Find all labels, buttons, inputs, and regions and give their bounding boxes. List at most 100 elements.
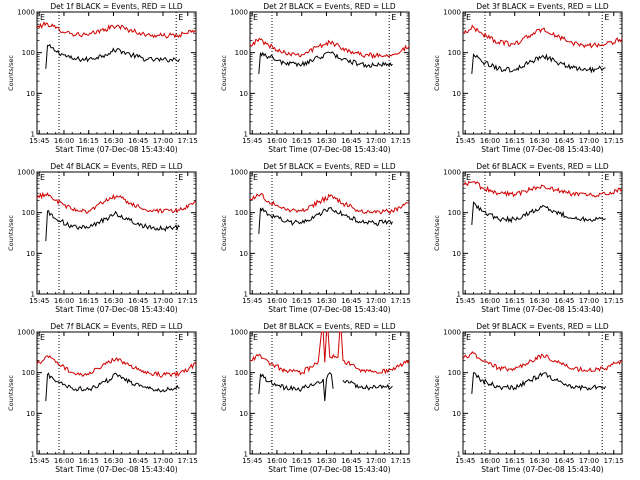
- x-tick-label: 16:30: [529, 297, 549, 305]
- x-tick-label: 17:00: [579, 297, 599, 305]
- x-tick-label: 16:15: [505, 457, 525, 465]
- event-marker-label: E: [178, 173, 183, 182]
- lld-series-line: [249, 37, 410, 60]
- x-tick-label: 16:15: [292, 137, 312, 145]
- events-series-line: [471, 53, 606, 74]
- x-tick-label: 17:15: [178, 137, 198, 145]
- x-tick-label: 15:45: [242, 457, 262, 465]
- x-tick-label: 16:45: [554, 457, 574, 465]
- plot-frame: [36, 171, 197, 295]
- plot-frame: [249, 331, 410, 455]
- plot-panel-det-5f: Det 5f BLACK = Events, RED = LLD E E 15:45 1…: [213, 160, 426, 320]
- x-tick-label: 17:15: [604, 457, 624, 465]
- x-tick-label: 16:00: [267, 297, 287, 305]
- x-tick-label: 15:45: [455, 137, 475, 145]
- x-tick-label: 15:45: [455, 297, 475, 305]
- x-axis-label: Start Time (07-Dec-08 15:43:40): [55, 145, 177, 154]
- lld-series-line: [462, 180, 623, 198]
- y-tick-label: 10: [26, 410, 35, 418]
- panel-title: Det 3f BLACK = Events, RED = LLD: [476, 2, 609, 11]
- lld-series-line: [249, 331, 410, 376]
- x-tick-label: 16:15: [505, 137, 525, 145]
- x-tick-label: 16:15: [79, 297, 99, 305]
- x-tick-label: 17:15: [391, 457, 411, 465]
- plot-panel-det-8f: Det 8f BLACK = Events, RED = LLD E E 15:45 1…: [213, 320, 426, 480]
- plot-frame: [36, 331, 197, 455]
- x-tick-label: 16:00: [480, 297, 500, 305]
- y-axis-label: Counts/sec: [7, 375, 15, 411]
- event-marker-label: E: [466, 333, 471, 342]
- y-tick-label: 10: [239, 90, 248, 98]
- x-tick-label: 16:30: [103, 457, 123, 465]
- y-axis-label: Counts/sec: [433, 375, 441, 411]
- x-tick-label: 17:00: [366, 457, 386, 465]
- y-tick-label: 1: [457, 451, 461, 459]
- y-tick-label: 1: [31, 291, 35, 299]
- event-marker-label: E: [391, 333, 396, 342]
- event-marker-label: E: [391, 13, 396, 22]
- x-tick-label: 17:00: [153, 457, 173, 465]
- events-series-line: [258, 371, 393, 402]
- y-tick-label: 1000: [230, 329, 248, 337]
- y-tick-label: 100: [235, 209, 248, 217]
- events-series-line: [45, 43, 180, 69]
- x-tick-label: 16:15: [292, 457, 312, 465]
- event-marker-label: E: [253, 13, 258, 22]
- y-tick-label: 1: [244, 451, 248, 459]
- x-tick-label: 16:45: [341, 297, 361, 305]
- event-marker-label: E: [40, 333, 45, 342]
- y-tick-label: 1000: [443, 329, 461, 337]
- y-tick-label: 10: [239, 410, 248, 418]
- x-axis-label: Start Time (07-Dec-08 15:43:40): [268, 305, 390, 314]
- event-marker-label: E: [40, 173, 45, 182]
- panel-title: Det 2f BLACK = Events, RED = LLD: [263, 2, 396, 11]
- x-tick-label: 16:30: [103, 297, 123, 305]
- plot-frame: [462, 171, 623, 295]
- y-tick-label: 1000: [230, 169, 248, 177]
- x-tick-label: 15:45: [29, 297, 49, 305]
- events-series-line: [45, 210, 180, 242]
- events-series-line: [471, 201, 606, 225]
- event-marker-label: E: [40, 13, 45, 22]
- y-tick-label: 100: [448, 369, 461, 377]
- y-tick-label: 1000: [443, 9, 461, 17]
- y-tick-label: 1: [244, 291, 248, 299]
- x-tick-label: 17:15: [604, 297, 624, 305]
- y-tick-label: 1000: [17, 169, 35, 177]
- y-tick-label: 1: [244, 131, 248, 139]
- x-tick-label: 17:00: [366, 297, 386, 305]
- y-tick-label: 100: [235, 369, 248, 377]
- x-tick-label: 17:00: [153, 137, 173, 145]
- y-axis-label: Counts/sec: [7, 55, 15, 91]
- x-tick-label: 16:30: [316, 137, 336, 145]
- event-marker-label: E: [253, 173, 258, 182]
- x-tick-label: 16:30: [529, 457, 549, 465]
- x-tick-label: 16:45: [128, 137, 148, 145]
- lld-series-line: [36, 21, 197, 39]
- x-tick-label: 17:15: [604, 137, 624, 145]
- panel-title: Det 1f BLACK = Events, RED = LLD: [50, 2, 183, 11]
- lld-series-line: [36, 191, 197, 214]
- x-tick-label: 16:15: [79, 457, 99, 465]
- x-tick-label: 17:00: [366, 137, 386, 145]
- event-marker-label: E: [466, 173, 471, 182]
- x-tick-label: 16:00: [267, 137, 287, 145]
- events-series-line: [45, 372, 180, 402]
- y-tick-label: 100: [448, 49, 461, 57]
- x-tick-label: 16:00: [267, 457, 287, 465]
- y-tick-label: 10: [26, 90, 35, 98]
- x-tick-label: 16:00: [54, 297, 74, 305]
- y-tick-label: 100: [235, 49, 248, 57]
- x-axis-label: Start Time (07-Dec-08 15:43:40): [481, 465, 603, 474]
- x-tick-label: 17:00: [153, 297, 173, 305]
- x-tick-label: 16:00: [54, 457, 74, 465]
- x-tick-label: 16:45: [128, 297, 148, 305]
- y-axis-label: Counts/sec: [220, 375, 228, 411]
- event-marker-label: E: [178, 333, 183, 342]
- events-series-line: [258, 51, 393, 74]
